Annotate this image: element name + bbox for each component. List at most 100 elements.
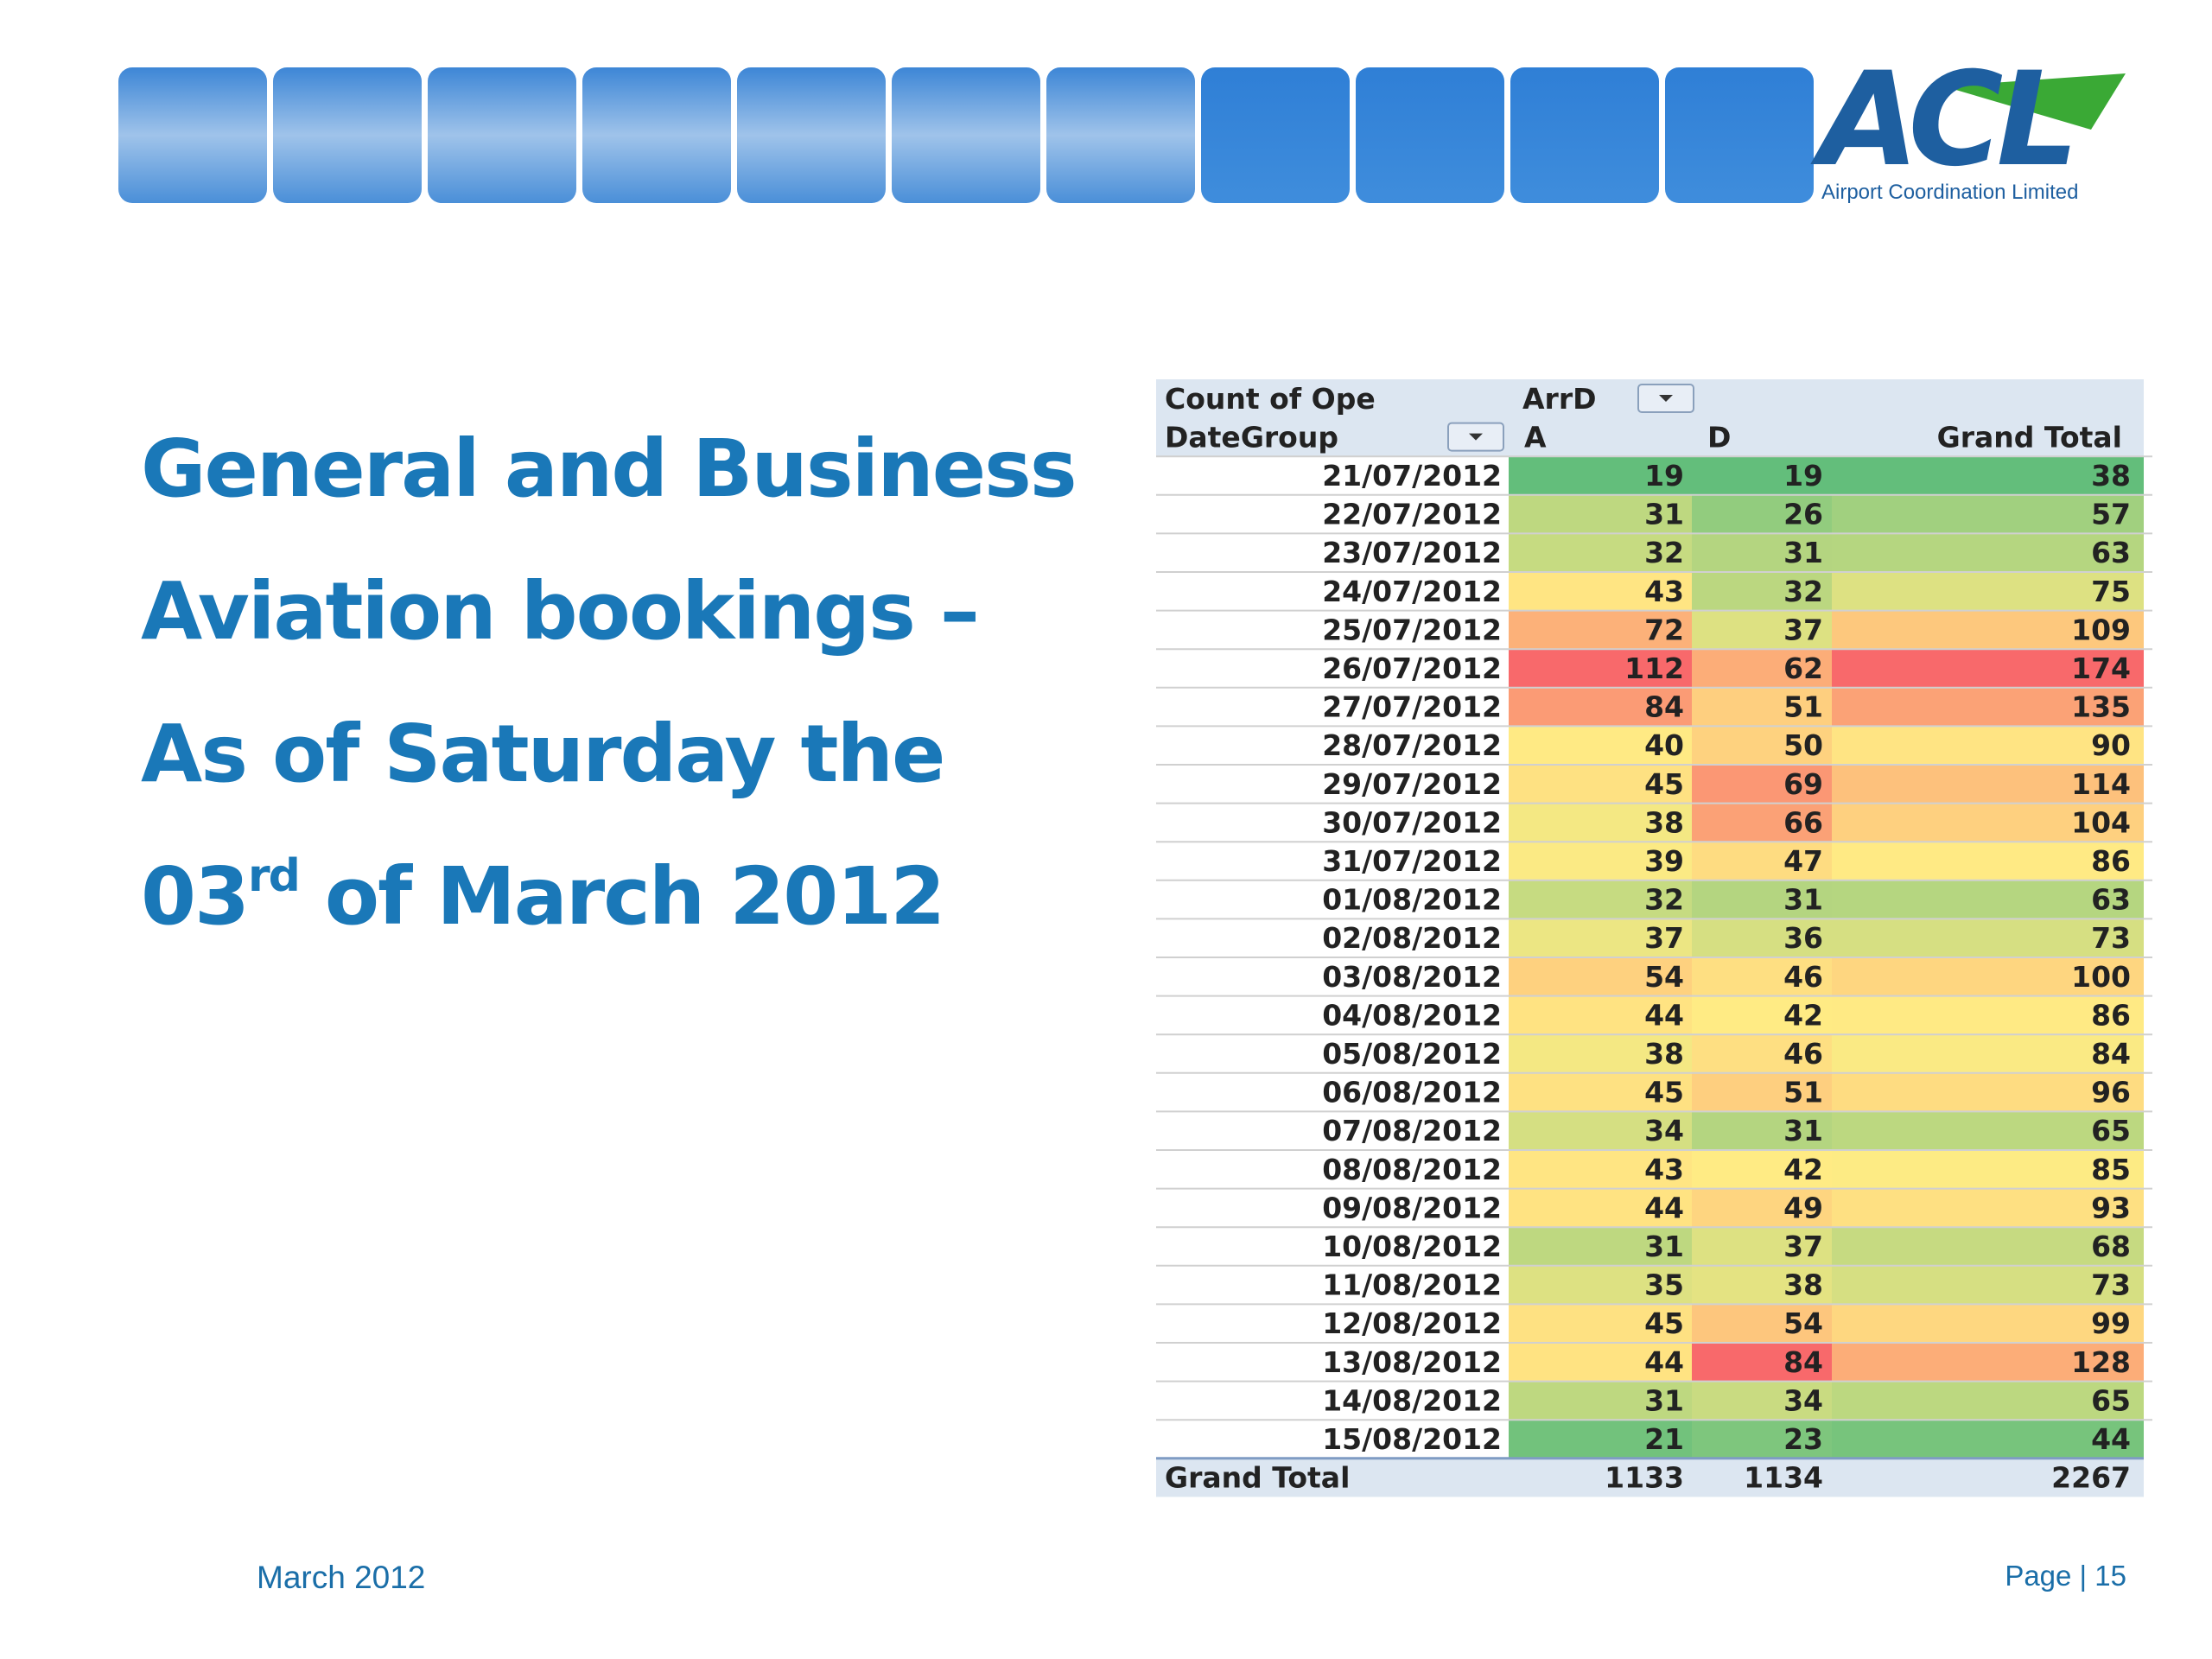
title-rest: of March 2012 xyxy=(298,850,945,943)
heat-cell xyxy=(1692,649,1832,688)
heat-cell xyxy=(1832,765,2144,804)
banner-tile xyxy=(273,67,422,203)
cell-value: 31 xyxy=(1644,1230,1684,1263)
heat-cell xyxy=(1509,494,1692,534)
row-date: 23/07/2012 xyxy=(1322,536,1502,569)
heat-cell xyxy=(1832,572,2144,611)
row-date: 01/08/2012 xyxy=(1322,883,1502,917)
row-date: 29/07/2012 xyxy=(1322,767,1502,801)
heat-cell xyxy=(1509,610,1692,650)
heat-cell xyxy=(1832,1111,2144,1150)
cell-value: 38 xyxy=(1644,805,1684,839)
heat-cell xyxy=(1509,1381,1692,1421)
cell-value: 31 xyxy=(1783,883,1823,917)
dropdown-arrow xyxy=(1659,395,1673,402)
cell-value: 34 xyxy=(1783,1383,1823,1417)
heat-cell xyxy=(1509,765,1692,804)
cell-value: 54 xyxy=(1783,1306,1823,1340)
row-date: 07/08/2012 xyxy=(1322,1114,1502,1147)
cell-value: 90 xyxy=(2091,728,2131,762)
cell-value: 31 xyxy=(1644,1383,1684,1417)
heat-cell xyxy=(1509,456,1692,495)
cell-value: 72 xyxy=(1644,613,1684,646)
title-line: Aviation bookings – xyxy=(141,565,980,658)
cell-value: 46 xyxy=(1783,1037,1823,1071)
cell-value: 84 xyxy=(1644,690,1684,724)
pivot-table: Count of Ope ArrD DateGroup A D Grand Total 21… xyxy=(1156,379,2152,1497)
heat-cell xyxy=(1832,456,2144,495)
cell-value: 32 xyxy=(1644,883,1684,917)
heat-cell xyxy=(1832,1381,2144,1421)
heat-cell xyxy=(1692,533,1832,572)
heat-cell xyxy=(1832,1343,2144,1382)
heat-cell xyxy=(1692,1188,1832,1228)
heat-cell xyxy=(1832,957,2144,996)
row-field: DateGroup xyxy=(1165,420,1338,454)
heat-cell xyxy=(1692,880,1832,919)
heat-cell xyxy=(1692,687,1832,727)
cell-value: 45 xyxy=(1644,1306,1684,1340)
footer-date: March 2012 xyxy=(257,1560,426,1595)
cell-value: 42 xyxy=(1783,998,1823,1032)
heat-cell xyxy=(1832,533,2144,572)
heat-cell xyxy=(1509,1265,1692,1305)
heat-cell xyxy=(1832,494,2144,534)
heat-cell xyxy=(1832,726,2144,765)
cell-value: 135 xyxy=(2071,690,2131,724)
cell-value: 109 xyxy=(2071,613,2131,646)
cell-value: 46 xyxy=(1783,960,1823,994)
cell-value: 114 xyxy=(2071,767,2131,801)
heat-cell xyxy=(1509,1072,1692,1112)
cell-value: 112 xyxy=(1624,652,1684,685)
cell-value: 42 xyxy=(1783,1153,1823,1186)
cell-value: 19 xyxy=(1644,459,1684,493)
banner-tile xyxy=(428,67,576,203)
cell-value: 34 xyxy=(1644,1114,1684,1147)
heat-cell xyxy=(1832,803,2144,842)
heat-cell xyxy=(1692,842,1832,880)
logo-arrow xyxy=(1944,73,2126,130)
cell-value: 44 xyxy=(1644,1191,1684,1224)
title-day: 03 xyxy=(141,850,250,943)
heat-cell xyxy=(1692,1420,1832,1459)
cell-value: 26 xyxy=(1783,498,1823,531)
banner-tile xyxy=(737,67,886,203)
cell-value: 63 xyxy=(2091,883,2131,917)
cell-value: 86 xyxy=(2091,844,2131,878)
heat-cell xyxy=(1832,1304,2144,1343)
total-value: 1133 xyxy=(1605,1461,1684,1495)
cell-value: 51 xyxy=(1783,690,1823,724)
cell-value: 23 xyxy=(1783,1422,1823,1456)
heat-cell xyxy=(1509,918,1692,957)
heat-cell xyxy=(1692,957,1832,996)
cell-value: 54 xyxy=(1644,960,1684,994)
row-date: 06/08/2012 xyxy=(1322,1076,1502,1109)
row-date: 08/08/2012 xyxy=(1322,1153,1502,1186)
heat-cell xyxy=(1509,803,1692,842)
heat-cell xyxy=(1509,533,1692,572)
heat-cell xyxy=(1509,1420,1692,1459)
banner-tile xyxy=(582,67,731,203)
row-date: 05/08/2012 xyxy=(1322,1037,1502,1071)
cell-value: 35 xyxy=(1644,1268,1684,1302)
cell-value: 104 xyxy=(2071,805,2131,839)
heat-cell xyxy=(1509,1150,1692,1189)
row-date: 27/07/2012 xyxy=(1322,690,1502,724)
cell-value: 45 xyxy=(1644,767,1684,801)
heat-cell xyxy=(1509,1227,1692,1266)
heat-cell xyxy=(1832,1188,2144,1228)
banner-tile xyxy=(1201,67,1350,203)
cell-value: 65 xyxy=(2091,1383,2131,1417)
cell-value: 84 xyxy=(1783,1345,1823,1379)
cell-value: 44 xyxy=(1644,998,1684,1032)
heat-cell xyxy=(1832,842,2144,880)
row-date: 09/08/2012 xyxy=(1322,1191,1502,1224)
heat-cell xyxy=(1832,610,2144,650)
cell-value: 174 xyxy=(2071,652,2131,685)
cell-value: 31 xyxy=(1644,498,1684,531)
heat-cell xyxy=(1509,1343,1692,1382)
cell-value: 44 xyxy=(1644,1345,1684,1379)
cell-value: 63 xyxy=(2091,536,2131,569)
